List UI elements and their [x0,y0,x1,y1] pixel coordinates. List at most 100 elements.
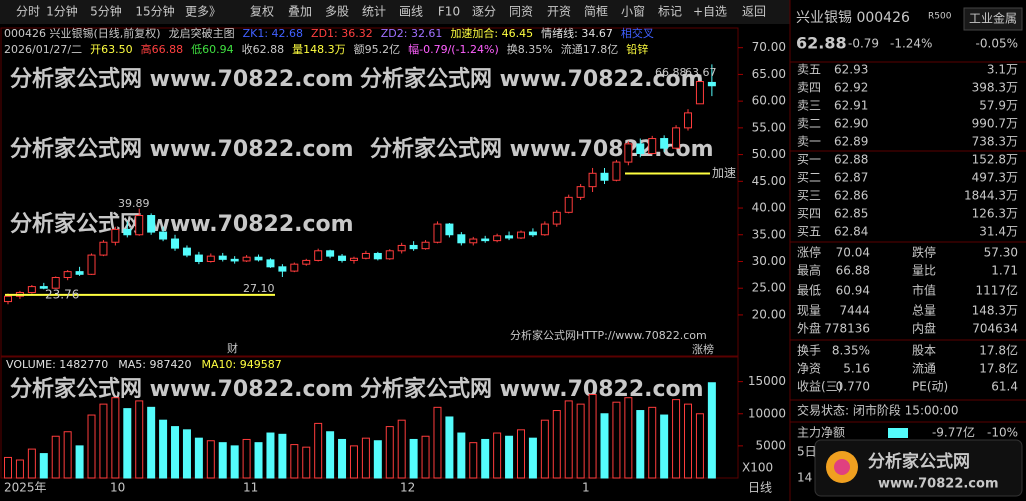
candle-body [445,223,454,236]
annotation: 66.88 [655,66,687,79]
y-tick-label: 30.00 [752,254,786,268]
toolbar-button[interactable]: 1分钟 [46,4,78,19]
change-pct: -1.24% [890,37,932,51]
book-price: 62.87 [834,171,868,185]
info-item: 收62.88 [242,42,285,56]
toolbar-button[interactable]: 逐分 [472,5,496,19]
toolbar-button[interactable]: 5分钟 [90,4,122,19]
volume-bar [63,431,72,479]
toolbar-button[interactable]: 多股 [325,5,349,19]
stat-value: 148.3万 [972,304,1018,318]
annotation: 63.67 [685,66,717,79]
logo-box [814,439,1023,497]
level-label: 加速 [712,166,736,180]
book-label: 卖三 [797,99,821,113]
stat-value: 5.16 [843,362,870,376]
watermark: 分析家公式网 www.70822.com [10,376,354,402]
candle-body [576,186,585,198]
volume-bar [39,453,48,479]
flow-pct: -10% [987,426,1018,440]
stock-name: 兴业银锡 000426 [796,10,910,26]
candle-body [63,271,72,279]
volume-bar [600,413,609,479]
stat-value: 70.04 [836,246,870,260]
candle-body [493,235,502,242]
volume-bar [159,419,168,479]
info-item: 额95.2亿 [354,43,401,56]
status: 交易状态: 闭市阶段 15:00:00 [797,403,959,418]
toolbar-button[interactable]: 返回 [742,5,766,19]
book-volume: 1844.3万 [964,189,1018,203]
candle-body [648,138,657,155]
volume-bar [481,438,490,479]
watermark: 分析家公式网 www.70822.com [10,66,354,92]
tag: R500 [928,12,952,22]
toolbar-button[interactable]: 更多》 [185,5,221,19]
candle-body [361,252,370,259]
toolbar-button[interactable]: 复权 [250,5,274,19]
stat-label: 量比 [912,264,936,278]
candle-body [302,259,311,265]
toolbar-button[interactable]: 标记 [658,5,682,19]
stat-value: 1.71 [991,264,1018,278]
change: -0.79 [848,37,879,51]
candle-body [51,277,60,289]
toolbar-button[interactable]: 开资 [547,5,571,19]
candle-body [194,254,203,262]
stat-label: 内盘 [912,321,936,336]
stat-label: PE(动) [912,380,948,394]
toolbar-button[interactable]: 统计 [362,5,386,19]
y-tick-label: 20.00 [752,307,786,321]
toolbar-button[interactable]: +自选 [693,5,727,19]
volume-bar [75,445,84,479]
volume-bar [660,414,669,479]
book-label: 卖一 [797,135,821,149]
book-label: 卖五 [797,63,821,77]
volume-bar [266,432,275,479]
volume-bar [27,448,36,479]
y-tick-label: 60.00 [752,94,786,108]
annotation: 27.10 [243,282,275,295]
volume-bar [385,426,394,479]
toolbar-button[interactable]: 15分钟 [135,4,174,19]
toolbar-button[interactable]: 画线 [399,5,423,19]
toolbar-button[interactable]: 小窗 [621,5,645,19]
volume-bar [612,401,621,479]
toolbar-button[interactable]: 叠加 [288,5,312,19]
candle-body [87,254,96,275]
annotation: 分析家公式网HTTP://www.70822.com [510,328,707,342]
info-item: 情绪线: 34.67 [541,26,613,40]
toolbar-button[interactable]: 简框 [584,5,608,19]
info-item: 量148.3万 [292,43,346,56]
toolbar-button[interactable]: 同资 [509,5,533,19]
candle-body [326,250,335,257]
book-label: 卖四 [797,81,821,95]
x-tick-label: 日线 [748,481,772,495]
stat-value: 17.8亿 [979,343,1018,358]
watermark: 分析家公式网 www.70822.com [370,136,714,162]
candle-body [266,259,275,268]
toolbar-button[interactable]: 分时 [16,5,40,19]
book-volume: 31.4万 [979,225,1018,239]
volume-bar [171,426,180,479]
volume-bar [707,382,716,479]
y-tick-label: 55.00 [752,120,786,134]
book-label: 买五 [797,225,821,239]
info-item: 000426 兴业银锡(日线,前复权) [4,26,161,40]
candle-body [600,172,609,181]
sector-box[interactable] [963,7,1023,31]
candle-body [409,244,418,250]
sector: 工业金属 [969,11,1017,26]
x-tick-label: 2025年 [4,481,47,495]
volume-bar [51,435,60,479]
toolbar-button[interactable]: F10 [438,5,460,19]
volume-bar [672,399,681,479]
candle-body [481,238,490,242]
candle-body [373,252,382,260]
volume-bar [278,433,287,479]
candle-body [278,266,287,272]
info-item: 高66.88 [141,42,184,56]
annotation: 财 [227,341,238,355]
stat-label: 换手 [797,344,821,358]
